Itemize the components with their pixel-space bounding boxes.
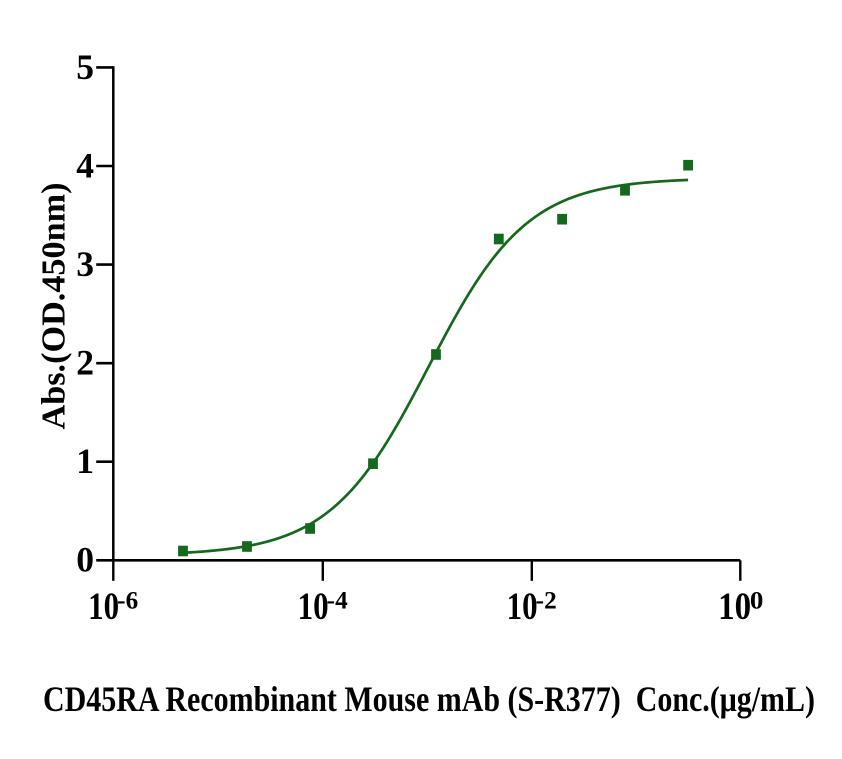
svg-text:-6: -6 bbox=[117, 588, 138, 615]
svg-text:3: 3 bbox=[76, 244, 94, 284]
svg-text:5: 5 bbox=[76, 47, 94, 87]
svg-text:0: 0 bbox=[750, 588, 764, 615]
svg-text:10: 10 bbox=[507, 585, 538, 628]
svg-text:2: 2 bbox=[76, 343, 94, 383]
svg-text:10: 10 bbox=[298, 585, 329, 628]
svg-text:0: 0 bbox=[76, 540, 94, 580]
svg-text:10: 10 bbox=[718, 585, 751, 628]
svg-text:-4: -4 bbox=[327, 588, 349, 615]
svg-text:1: 1 bbox=[76, 441, 94, 481]
svg-text:CD45RA Recombinant Mouse mAb (: CD45RA Recombinant Mouse mAb (S-R377) Co… bbox=[43, 679, 815, 719]
svg-text:Abs.(OD.450nm): Abs.(OD.450nm) bbox=[35, 182, 72, 429]
svg-text:10: 10 bbox=[88, 585, 119, 628]
svg-text:4: 4 bbox=[76, 145, 94, 185]
svg-text:-2: -2 bbox=[536, 588, 557, 615]
